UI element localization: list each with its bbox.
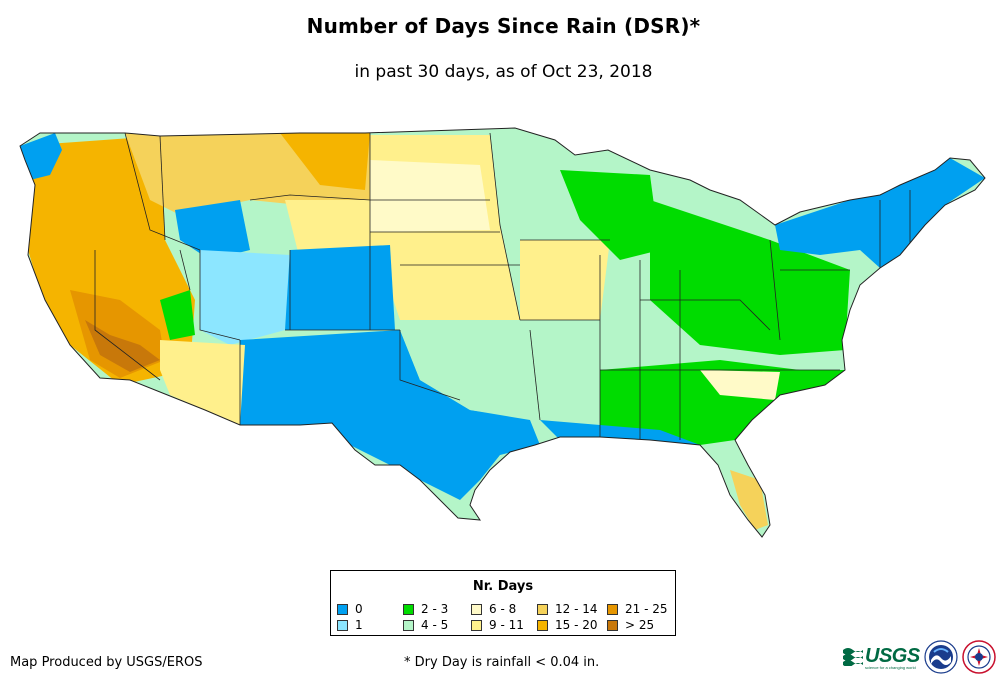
usgs-logo: USGS science for a changing world [843,644,920,670]
legend-item-2: 2 - 3 [403,602,448,616]
arizona-9-11-region [160,340,245,425]
dakotas-6-8-region [370,160,490,232]
nevada-2-3-region [160,290,195,340]
colorado-0-region [285,245,395,330]
legend-swatch [537,603,548,615]
usgs-logo-text: USGS [865,644,920,667]
upper-midwest-2-3-region [560,170,660,260]
legend-label: 9 - 11 [489,618,524,632]
legend-item-8: 21 - 25 [607,602,668,616]
pacific-nw-0-region [20,133,62,180]
montana-15-20-region [280,133,370,190]
legend-swatch [403,619,414,631]
southwest-0-region [240,330,540,500]
legend-label: 0 [355,602,363,616]
usgs-tagline: science for a changing world [865,665,916,670]
legend-item-0: 0 [337,602,363,616]
legend-item-3: 4 - 5 [403,618,448,632]
noaa-logo-icon [924,640,958,674]
legend-swatch [607,603,618,615]
utah-1-region [200,250,290,345]
missouri-9-11-region [520,240,610,320]
legend-label: 6 - 8 [489,602,517,616]
legend-item-7: 15 - 20 [537,618,598,632]
usgs-wave-icon [843,646,863,666]
florida-12-14-region [730,470,768,530]
map-title: Number of Days Since Rain (DSR)* [306,14,701,38]
legend-label: 21 - 25 [625,602,668,616]
gulf-coast-0-region [540,420,700,445]
producer-credit: Map Produced by USGS/EROS [10,655,203,670]
legend-item-9: > 25 [607,618,654,632]
legend-swatch [337,619,348,631]
legend-swatch [537,619,548,631]
legend-label: 1 [355,618,363,632]
legend-title: Nr. Days [472,579,534,594]
state-borders [94,132,911,440]
legend-swatch [471,619,482,631]
oklahoma-4-5-region [400,330,540,420]
legend-item-5: 9 - 11 [471,618,524,632]
legend-label: > 25 [625,618,655,632]
us-outline [19,127,986,538]
legend-label: 15 - 20 [555,618,598,632]
southeast-2-3-region [600,360,845,445]
dry-day-footnote: * Dry Day is rainfall < 0.04 in. [404,655,600,670]
idaho-utah-0-region [175,200,250,260]
legend-swatch [403,603,414,615]
legend-item-6: 12 - 14 [537,602,598,616]
legend-swatch [337,603,348,615]
legend: Nr. Days 0 1 2 - 3 4 - 5 6 - 8 9 - 11 12… [330,570,676,636]
michigan-ohio-2-3-region [650,200,850,355]
us-dsr-map [19,127,986,538]
legend-swatch [471,603,482,615]
legend-label: 4 - 5 [421,618,449,632]
legend-label: 12 - 14 [555,602,598,616]
legend-label: 2 - 3 [421,602,449,616]
legend-item-4: 6 - 8 [471,602,516,616]
carolinas-6-8-region [700,370,780,400]
mojave-gt-25-region [85,320,160,372]
legend-item-1: 1 [337,618,363,632]
legend-swatch [607,619,618,631]
national-weather-service-logo-icon [962,640,996,674]
map-subtitle: in past 30 days, as of Oct 23, 2018 [354,62,653,82]
